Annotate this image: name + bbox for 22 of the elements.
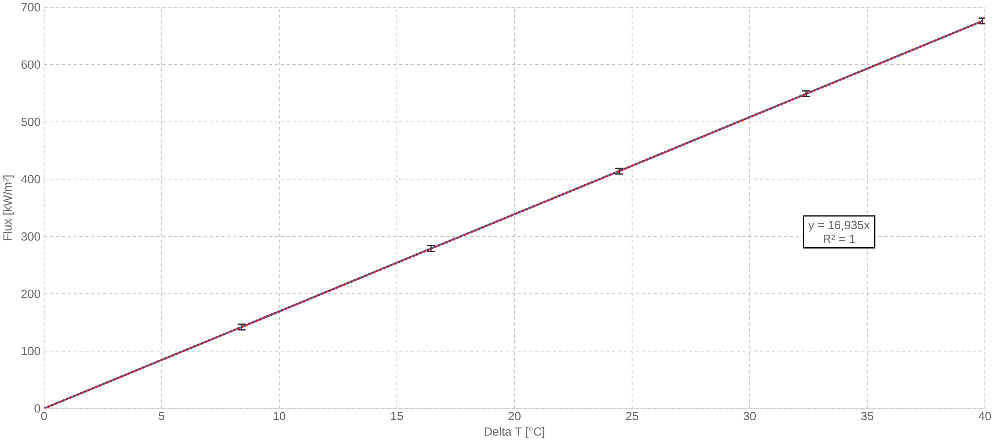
y-tick-label: 300 — [22, 232, 40, 242]
y-tick-label: 400 — [21, 175, 40, 184]
x-tick-label: 15 — [391, 412, 404, 421]
y-tick-label: 0 — [34, 404, 40, 414]
x-tick-label: 35 — [861, 412, 874, 421]
x-tick-label: 0 — [42, 412, 48, 421]
x-tick-label: 25 — [626, 412, 638, 421]
annotation: R² = 1 — [824, 235, 856, 244]
y-tick-label: 200 — [22, 290, 40, 298]
y-tick-label: 100 — [22, 347, 40, 356]
y-tick-label: 600 — [22, 60, 40, 70]
x-tick-label: 20 — [508, 412, 521, 421]
x-axis-title: Delta T [°C] — [485, 427, 545, 439]
y-tick-label: 500 — [22, 118, 40, 126]
x-tick-label: 30 — [744, 412, 756, 421]
x-tick-label: 10 — [274, 412, 286, 421]
line-series — [44, 20, 984, 409]
y-axis-title: Flux [kW/m²] — [3, 176, 14, 240]
x-tick-label: 5 — [159, 412, 165, 421]
annotation: y = 16,935x — [808, 221, 870, 232]
x-tick-label: 40 — [978, 412, 992, 421]
y-tick-label: 700 — [22, 3, 40, 12]
